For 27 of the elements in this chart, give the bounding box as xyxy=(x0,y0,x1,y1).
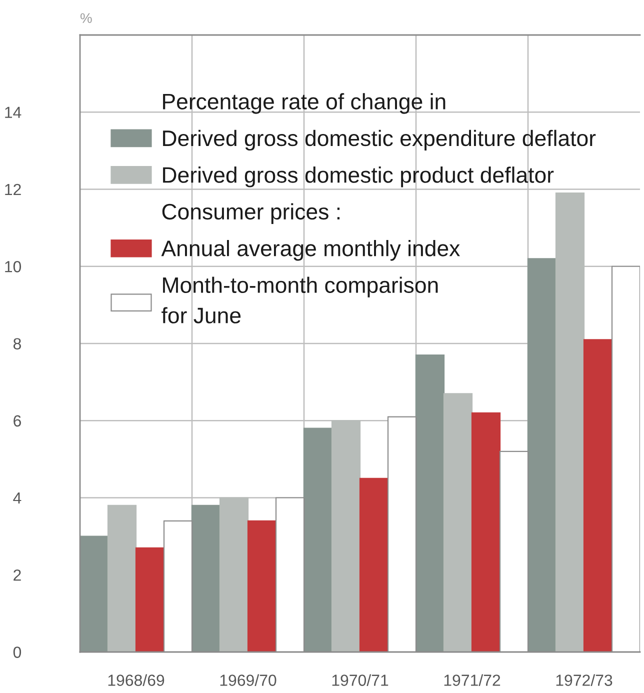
bar xyxy=(471,412,501,652)
legend-label: Month-to-month comparison for June xyxy=(162,276,438,324)
y-tick-label: 2 xyxy=(14,570,21,581)
y-tick-label: 8 xyxy=(13,338,21,350)
bar xyxy=(443,393,473,652)
bar xyxy=(359,478,389,652)
y-tick-label: 12 xyxy=(5,184,21,196)
bar xyxy=(135,547,165,652)
legend-label: Annual average monthly index xyxy=(161,240,460,261)
y-tick-label: 14 xyxy=(5,106,22,118)
y-tick-label: 6 xyxy=(14,415,21,427)
y-tick-label: 0 xyxy=(13,646,22,658)
bar xyxy=(107,504,137,652)
x-tick-label: 1972/73 xyxy=(556,674,612,686)
bar xyxy=(247,520,277,652)
y-axis-title: % xyxy=(80,13,92,23)
x-tick-label: 1968/69 xyxy=(108,674,164,686)
annotation: Consumer prices : xyxy=(162,203,340,224)
x-tick-label: 1969/70 xyxy=(220,674,276,686)
legend-label: Derived gross domestic product deflator xyxy=(163,166,554,188)
x-tick-label: 1970/71 xyxy=(332,674,388,686)
legend-title: Percentage rate of change in xyxy=(163,93,446,114)
y-tick-label: 10 xyxy=(5,261,22,272)
bar xyxy=(583,339,613,652)
y-tick-label: 4 xyxy=(13,492,22,504)
x-tick-label: 1971/72 xyxy=(444,674,500,686)
legend-label: Derived gross domestic expenditure deflator xyxy=(163,130,596,151)
